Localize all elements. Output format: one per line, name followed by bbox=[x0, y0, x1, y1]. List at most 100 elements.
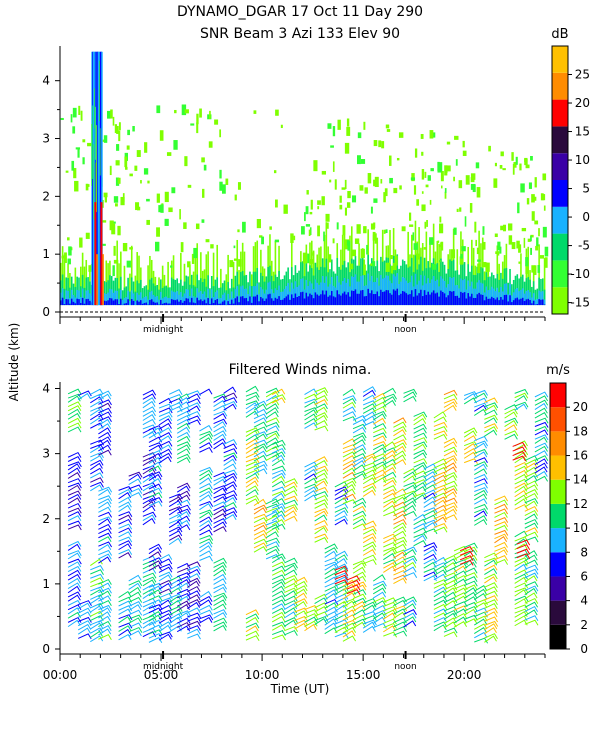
snr-echo-stroke bbox=[170, 299, 173, 306]
wind-barb bbox=[334, 604, 348, 612]
snr-echo-stroke bbox=[236, 286, 239, 306]
wind-barb bbox=[265, 503, 280, 510]
wind-barb bbox=[187, 393, 201, 400]
wind-barb bbox=[393, 445, 406, 454]
wind-barb bbox=[187, 585, 201, 593]
wind-barb bbox=[187, 616, 202, 623]
wind-barb bbox=[90, 589, 104, 596]
wind-barb bbox=[271, 585, 285, 593]
wind-barb bbox=[373, 410, 387, 417]
snr-echo-stroke bbox=[503, 283, 506, 306]
snr-echo-stroke bbox=[369, 293, 371, 306]
wind-barb bbox=[245, 395, 260, 401]
wind-barb bbox=[271, 459, 285, 467]
winds-y-tick-label: 2 bbox=[42, 512, 50, 526]
snr-echo-patch bbox=[366, 244, 368, 255]
snr-echo-stroke bbox=[376, 291, 379, 306]
wind-barb bbox=[433, 522, 448, 529]
wind-barb bbox=[90, 630, 103, 638]
wind-barb bbox=[484, 397, 498, 404]
wind-barb bbox=[90, 481, 104, 488]
wind-barb bbox=[383, 492, 397, 500]
wind-barb bbox=[158, 563, 173, 570]
wind-barb bbox=[463, 397, 477, 405]
wind-barb bbox=[118, 527, 133, 534]
snr-echo-stroke bbox=[194, 297, 197, 306]
wind-barb bbox=[265, 425, 280, 432]
snr-echo-stroke bbox=[498, 292, 500, 306]
wind-barb bbox=[534, 442, 549, 449]
wind-barb bbox=[223, 514, 237, 521]
snr-echo-stroke bbox=[445, 287, 448, 306]
wind-barb bbox=[383, 541, 397, 548]
wind-barb bbox=[524, 484, 538, 491]
wind-barb bbox=[265, 417, 280, 424]
wind-barb bbox=[514, 615, 528, 622]
snr-echo-stroke bbox=[529, 300, 531, 306]
snr-echo-stroke bbox=[358, 281, 360, 306]
wind-barb bbox=[443, 561, 457, 570]
snr-echo-stroke bbox=[423, 290, 426, 306]
wind-barb bbox=[346, 579, 361, 586]
snr-echo-patch bbox=[421, 204, 426, 212]
wind-barb bbox=[158, 621, 172, 628]
wind-barb bbox=[223, 497, 237, 504]
snr-echo-stroke bbox=[225, 274, 228, 306]
snr-echo-stroke bbox=[81, 288, 84, 306]
wind-barb bbox=[271, 498, 286, 505]
snr-echo-stroke bbox=[256, 294, 259, 306]
wind-barb bbox=[90, 388, 104, 395]
wind-barb bbox=[484, 633, 498, 639]
wind-barb bbox=[271, 578, 286, 585]
wind-barb bbox=[453, 549, 468, 556]
wind-barb bbox=[534, 395, 549, 402]
wind-barb bbox=[158, 411, 173, 418]
snr-echo-patch bbox=[156, 193, 160, 203]
snr-echo-patch bbox=[542, 226, 547, 238]
wind-barb bbox=[383, 479, 397, 487]
snr-echo-patch bbox=[203, 164, 207, 171]
wind-barb bbox=[98, 407, 112, 414]
wind-barb bbox=[314, 460, 328, 467]
snr-echo-stroke bbox=[391, 283, 393, 306]
wind-barb bbox=[77, 620, 92, 627]
wind-barb bbox=[393, 543, 407, 551]
snr-echo-patch bbox=[432, 132, 436, 138]
wind-barb bbox=[128, 617, 142, 624]
wind-barb bbox=[393, 551, 407, 559]
wind-barb bbox=[514, 563, 528, 572]
snr-echo-stroke bbox=[240, 286, 242, 306]
wind-barb bbox=[128, 473, 142, 481]
wind-barb bbox=[168, 616, 182, 625]
wind-barb bbox=[213, 501, 228, 508]
snr-echo-patch bbox=[378, 140, 382, 148]
snr-echo-stroke bbox=[403, 278, 406, 306]
wind-barb bbox=[168, 521, 182, 529]
wind-barb bbox=[118, 518, 133, 525]
snr-echo-patch bbox=[515, 156, 518, 165]
wind-barb bbox=[443, 446, 458, 453]
wind-barb bbox=[524, 527, 539, 534]
winds-y-tick-label: 3 bbox=[42, 447, 50, 461]
wind-barb bbox=[334, 632, 349, 639]
snr-echo-patch bbox=[80, 110, 83, 121]
wind-barb bbox=[271, 607, 286, 614]
wind-barb bbox=[383, 597, 397, 604]
wind-barb bbox=[253, 533, 268, 540]
snr-echo-patch bbox=[390, 254, 393, 260]
snr-echo-stroke bbox=[256, 283, 259, 306]
snr-echo-stroke bbox=[212, 286, 215, 306]
wind-barb bbox=[423, 475, 437, 483]
wind-barb bbox=[271, 397, 286, 404]
wind-barb bbox=[245, 613, 260, 620]
snr-echo-stroke bbox=[298, 285, 300, 306]
snr-echo-patch bbox=[293, 235, 296, 241]
wind-barb bbox=[433, 430, 448, 437]
snr-echo-patch bbox=[381, 141, 385, 149]
snr-echo-stroke bbox=[529, 292, 531, 306]
wind-barb bbox=[67, 594, 81, 602]
snr-echo-patch bbox=[409, 224, 414, 227]
wind-barb bbox=[177, 504, 191, 511]
wind-barb bbox=[372, 396, 387, 404]
wind-barb bbox=[474, 631, 488, 639]
